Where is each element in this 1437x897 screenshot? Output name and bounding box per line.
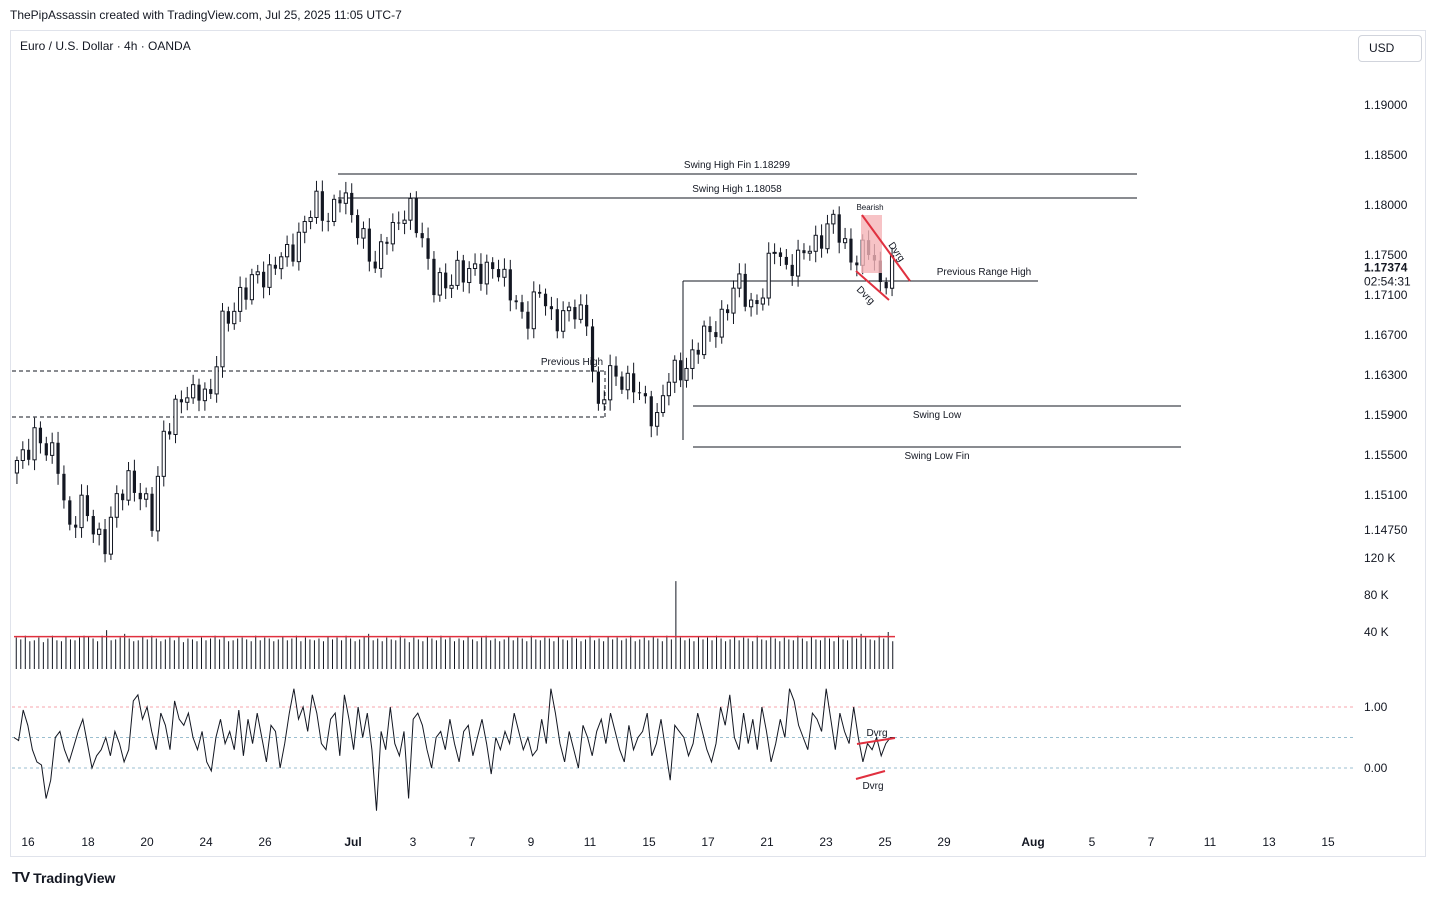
chart-caption: ThePipAssassin created with TradingView.… (10, 8, 402, 22)
brand-label: TradingView (33, 869, 116, 886)
currency-button[interactable]: USD (1358, 35, 1422, 62)
symbol-title[interactable]: Euro / U.S. Dollar · 4h · OANDA (20, 39, 191, 53)
tradingview-logo-icon: TV (12, 869, 30, 886)
tradingview-brand[interactable]: TV TradingView (12, 869, 115, 886)
chart-frame (10, 30, 1426, 857)
